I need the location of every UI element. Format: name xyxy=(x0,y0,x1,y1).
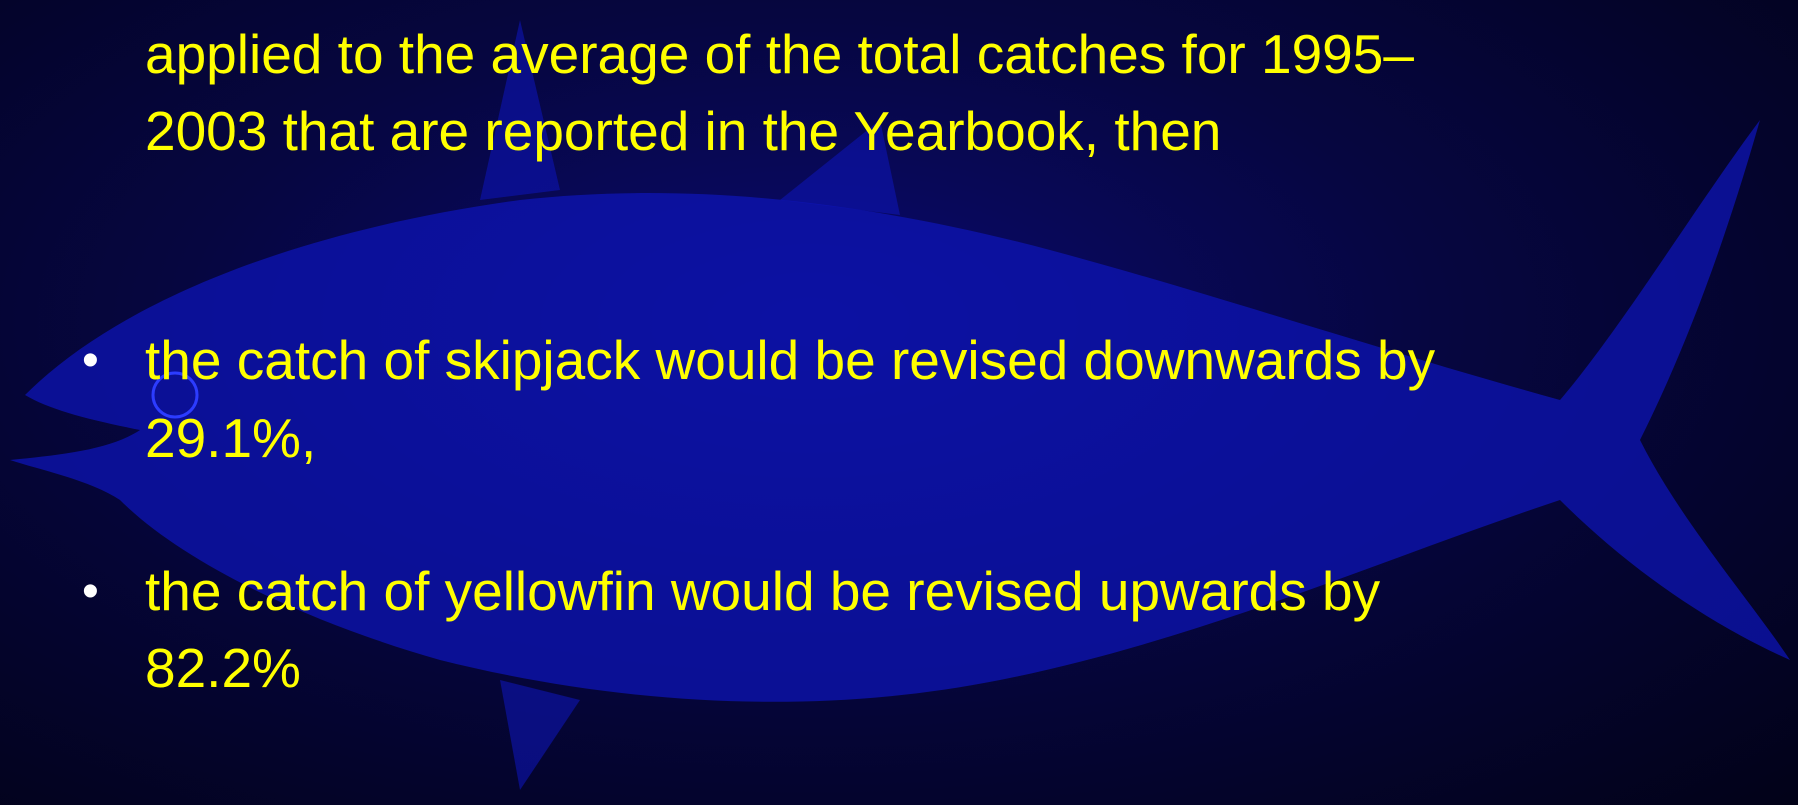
bullet-line: 82.2% xyxy=(145,637,301,699)
bullet-marker: • xyxy=(82,334,99,387)
intro-line: applied to the average of the total catc… xyxy=(145,23,1414,85)
bullet-line: the catch of skipjack would be revised d… xyxy=(145,329,1436,391)
bullet-marker: • xyxy=(82,565,99,618)
bullet-line: 29.1%, xyxy=(145,407,317,469)
bullet-line: the catch of yellowfin would be revised … xyxy=(145,560,1381,622)
intro-line: 2003 that are reported in the Yearbook, … xyxy=(145,100,1222,162)
